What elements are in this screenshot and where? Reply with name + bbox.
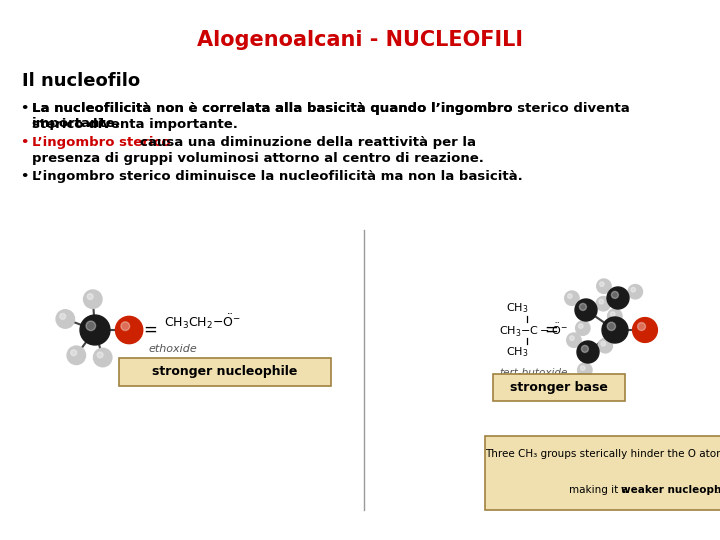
Text: •: • [20, 102, 28, 115]
Circle shape [567, 294, 572, 299]
Circle shape [56, 310, 75, 328]
Circle shape [567, 333, 581, 347]
FancyBboxPatch shape [493, 374, 625, 401]
Text: Three CH₃ groups sterically hinder the O atom,: Three CH₃ groups sterically hinder the O… [485, 449, 720, 459]
Text: ethoxide: ethoxide [149, 344, 197, 354]
Text: •: • [20, 136, 28, 149]
Text: •: • [20, 170, 28, 183]
FancyBboxPatch shape [119, 358, 331, 386]
Circle shape [596, 296, 611, 311]
Text: =: = [143, 321, 157, 339]
Circle shape [633, 318, 657, 342]
Text: stronger base: stronger base [510, 381, 608, 394]
Circle shape [570, 336, 574, 340]
Circle shape [597, 279, 611, 293]
Text: causa una diminuzione della reattività per la: causa una diminuzione della reattività p… [140, 136, 476, 149]
Circle shape [575, 321, 590, 335]
Circle shape [611, 292, 618, 299]
Circle shape [60, 313, 66, 319]
Circle shape [577, 341, 599, 363]
Circle shape [115, 316, 143, 343]
Circle shape [580, 366, 585, 370]
Circle shape [87, 294, 93, 300]
Text: Alogenoalcani - NUCLEOFILI: Alogenoalcani - NUCLEOFILI [197, 30, 523, 50]
Circle shape [601, 341, 606, 346]
Text: $\mathsf{CH_3}$: $\mathsf{CH_3}$ [505, 301, 528, 315]
Text: La nucleofilicità non è correlata alla basicità quando l’ingombro: La nucleofilicità non è correlata alla b… [32, 102, 513, 115]
Text: sterico diventa importante.: sterico diventa importante. [32, 118, 238, 131]
Circle shape [598, 339, 613, 353]
Text: presenza di gruppi voluminosi attorno al centro di reazione.: presenza di gruppi voluminosi attorno al… [32, 152, 484, 165]
Circle shape [564, 291, 579, 306]
FancyBboxPatch shape [485, 436, 720, 510]
Text: $\mathsf{CH_3}$: $\mathsf{CH_3}$ [505, 345, 528, 359]
Text: L’ingombro sterico diminuisce la nucleofilicità ma non la basicità.: L’ingombro sterico diminuisce la nucleof… [32, 170, 523, 183]
Text: making it a: making it a [569, 485, 631, 495]
Text: stronger nucleophile: stronger nucleophile [153, 366, 297, 379]
Circle shape [628, 285, 642, 299]
Circle shape [94, 348, 112, 367]
Circle shape [602, 317, 628, 343]
Circle shape [608, 309, 622, 323]
Circle shape [97, 352, 103, 358]
Text: L’ingombro sterico: L’ingombro sterico [32, 136, 171, 149]
Circle shape [611, 312, 615, 316]
Text: =: = [544, 321, 558, 339]
Text: weaker nucleophile: weaker nucleophile [621, 485, 720, 495]
Circle shape [121, 322, 130, 330]
Circle shape [599, 299, 603, 304]
Circle shape [86, 321, 96, 330]
Circle shape [582, 346, 588, 353]
Text: La nucleofilicità non è correlata alla basicità quando l’ingombro sterico divent: La nucleofilicità non è correlata alla b… [32, 102, 630, 130]
Circle shape [71, 350, 76, 356]
Circle shape [84, 290, 102, 308]
Circle shape [607, 322, 616, 330]
Circle shape [67, 346, 86, 364]
Circle shape [575, 299, 597, 321]
Text: $\mathsf{CH_3}$$-\mathsf{C}-\mathsf{\ddot{O}}$$^{\mathsf{-}}$: $\mathsf{CH_3}$$-\mathsf{C}-\mathsf{\ddo… [499, 321, 568, 339]
Circle shape [631, 287, 636, 292]
Circle shape [638, 322, 646, 330]
Text: $\mathsf{CH_3CH_2}$$-\mathsf{\ddot{O}}$$^{\mathsf{-}}$: $\mathsf{CH_3CH_2}$$-\mathsf{\ddot{O}}$$… [164, 313, 241, 332]
Circle shape [607, 287, 629, 309]
Text: Il nucleofilo: Il nucleofilo [22, 72, 140, 90]
Circle shape [577, 363, 592, 377]
Circle shape [578, 324, 583, 328]
Circle shape [580, 303, 587, 310]
Text: .: . [716, 485, 719, 495]
Text: tert-butoxide: tert-butoxide [500, 368, 568, 378]
Circle shape [80, 315, 110, 345]
Circle shape [600, 282, 604, 286]
